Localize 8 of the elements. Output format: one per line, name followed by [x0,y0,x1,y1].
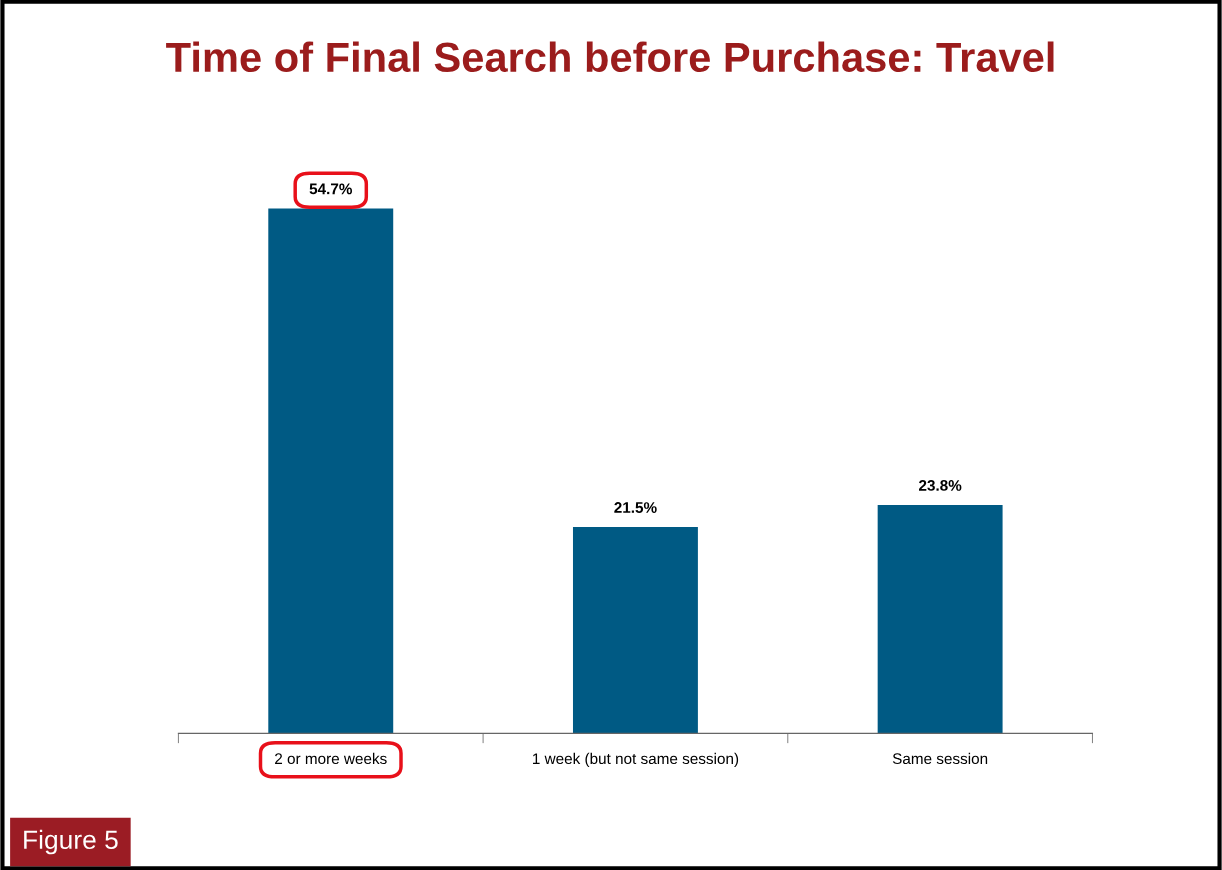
data-label: 23.8% [919,480,962,491]
data-label: 54.7% [309,183,353,195]
x-tick-label: Same session [892,752,988,765]
x-tick-label: 1 week (but not same session) [533,752,739,768]
caption: Figure 5 [24,829,118,855]
chart-title: Time of Final Search before Purchase: Travel [166,41,1054,73]
x-tick-label: 2 or more weeks [275,752,387,765]
data-label: 21.5% [614,502,657,513]
